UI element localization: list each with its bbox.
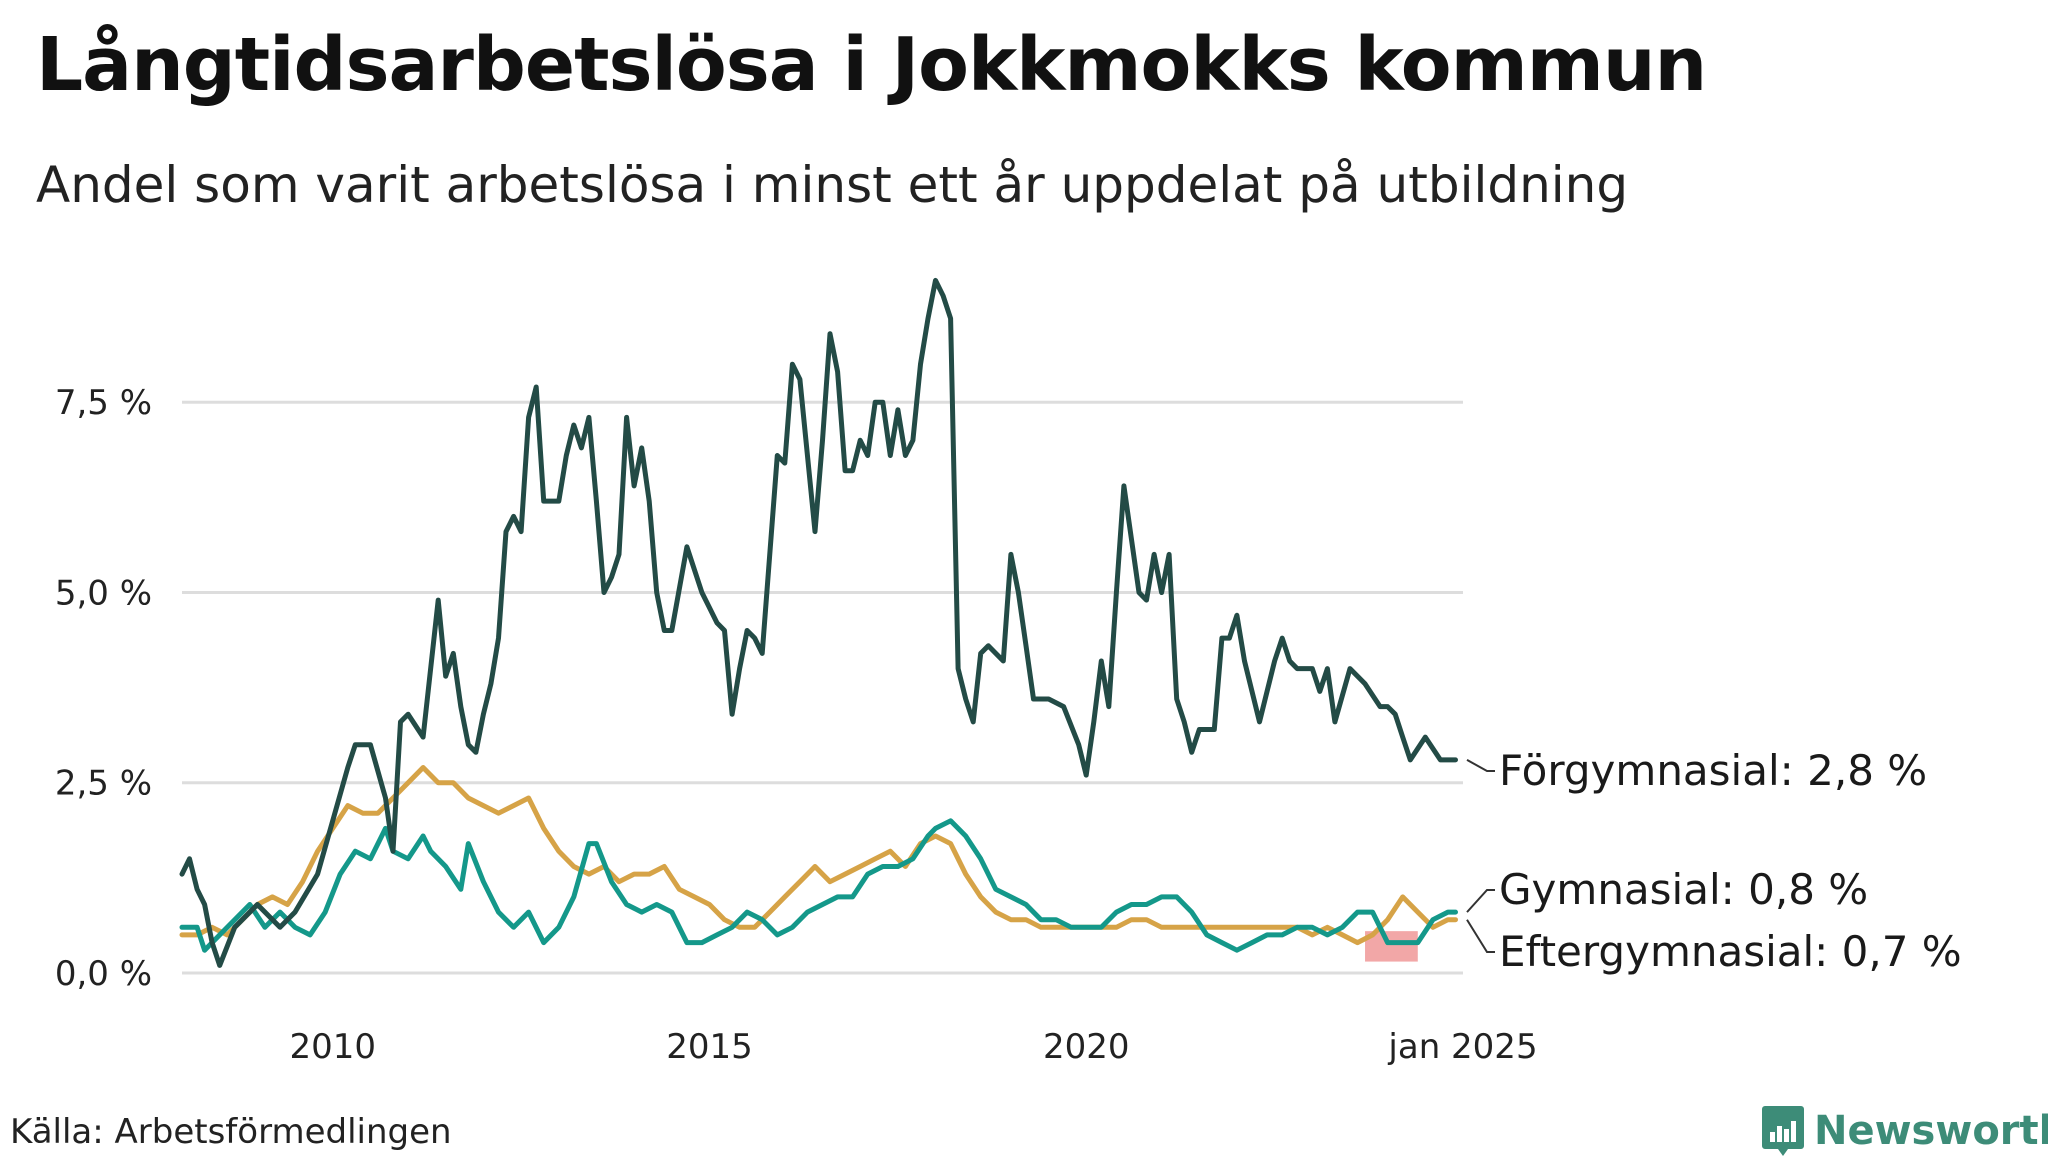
x-axis-ticks: 2010 2015 2020 jan 2025: [289, 1027, 1537, 1067]
end-label-forgymnasial: Förgymnasial: 2,8 %: [1499, 746, 1927, 795]
source-note: Källa: Arbetsförmedlingen: [10, 1112, 452, 1152]
end-label-eftergymnasial: Eftergymnasial: 0,7 %: [1499, 927, 1962, 976]
line-chart: 0,0 % 2,5 % 5,0 % 7,5 % 2010 2015 2020 jan 202…: [55, 277, 1962, 1067]
y-tick-label: 2,5 %: [55, 764, 152, 804]
x-tick-label: 2015: [666, 1027, 753, 1067]
y-tick-label: 7,5 %: [55, 383, 152, 423]
y-tick-label: 0,0 %: [55, 954, 152, 994]
series-line-forgymnasial: [179, 277, 1458, 968]
series-line-gymnasial: [179, 818, 1458, 953]
x-tick-label: 2020: [1043, 1027, 1130, 1067]
y-tick-label: 5,0 %: [55, 573, 152, 613]
brand-name: Newsworthy: [1814, 1108, 2048, 1154]
leader-line-gymnasial: [1466, 889, 1495, 913]
newsworthy-logo-icon: [1762, 1106, 1804, 1156]
x-tick-label: 2010: [289, 1027, 376, 1067]
brand-logo: Newsworthy: [1762, 1106, 2048, 1156]
leader-line-eftergymnasial: [1466, 919, 1495, 953]
leader-line-forgymnasial: [1466, 759, 1495, 772]
gridlines: [182, 400, 1463, 975]
y-axis-ticks: 0,0 % 2,5 % 5,0 % 7,5 %: [55, 383, 152, 994]
chart-title: Långtidsarbetslösa i Jokkmokks kommun: [36, 22, 1707, 108]
chart-subtitle: Andel som varit arbetslösa i minst ett å…: [36, 156, 1629, 214]
series-lines: [179, 277, 1458, 968]
end-labels: Förgymnasial: 2,8 % Gymnasial: 0,8 % Efter…: [1466, 746, 1962, 976]
end-label-gymnasial: Gymnasial: 0,8 %: [1499, 865, 1868, 914]
x-tick-label: jan 2025: [1387, 1027, 1537, 1067]
